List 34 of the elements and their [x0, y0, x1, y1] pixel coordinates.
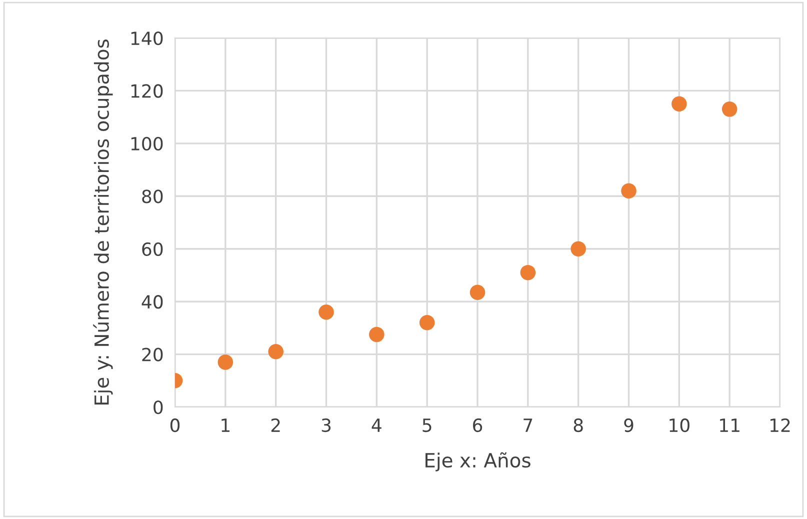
point	[268, 344, 284, 360]
point	[218, 354, 234, 370]
x-tick-label: 0	[170, 418, 180, 432]
x-tick-label: 4	[372, 418, 382, 432]
y-tick-label: 40	[142, 295, 163, 309]
point	[369, 326, 384, 342]
y-tick-label: 100	[131, 136, 163, 151]
point	[621, 183, 636, 199]
x-tick-label: 11	[720, 418, 740, 432]
y-tick-label: 80	[142, 190, 163, 204]
point	[722, 102, 738, 117]
y-tick-label: 140	[131, 31, 163, 46]
point	[570, 241, 586, 256]
x-tick-label: 10	[670, 418, 690, 432]
x-tick-label: 7	[524, 418, 532, 432]
point	[470, 284, 486, 300]
x-tick-label: 8	[574, 418, 583, 432]
x-tick-label: 2	[271, 418, 280, 432]
x-tick-label: 5	[422, 418, 432, 432]
y-tick-label: 60	[142, 242, 163, 256]
x-tick-label: 9	[624, 418, 634, 432]
x-tick-label: 12	[770, 418, 790, 432]
x-tick-label: 1	[222, 418, 230, 432]
x-tick-label: 3	[322, 418, 331, 432]
y-axis-title: Eje y: Número de territorios ocupados	[93, 40, 113, 405]
y-tick-label: 0	[154, 400, 163, 414]
y-tick-label: 20	[142, 348, 163, 362]
point	[318, 304, 334, 320]
point	[520, 264, 536, 280]
point	[672, 96, 687, 112]
point	[419, 315, 435, 330]
y-tick-label: 120	[131, 84, 163, 98]
x-tick-label: 6	[473, 418, 482, 432]
x-axis-title: Eje x: Años	[426, 452, 530, 472]
